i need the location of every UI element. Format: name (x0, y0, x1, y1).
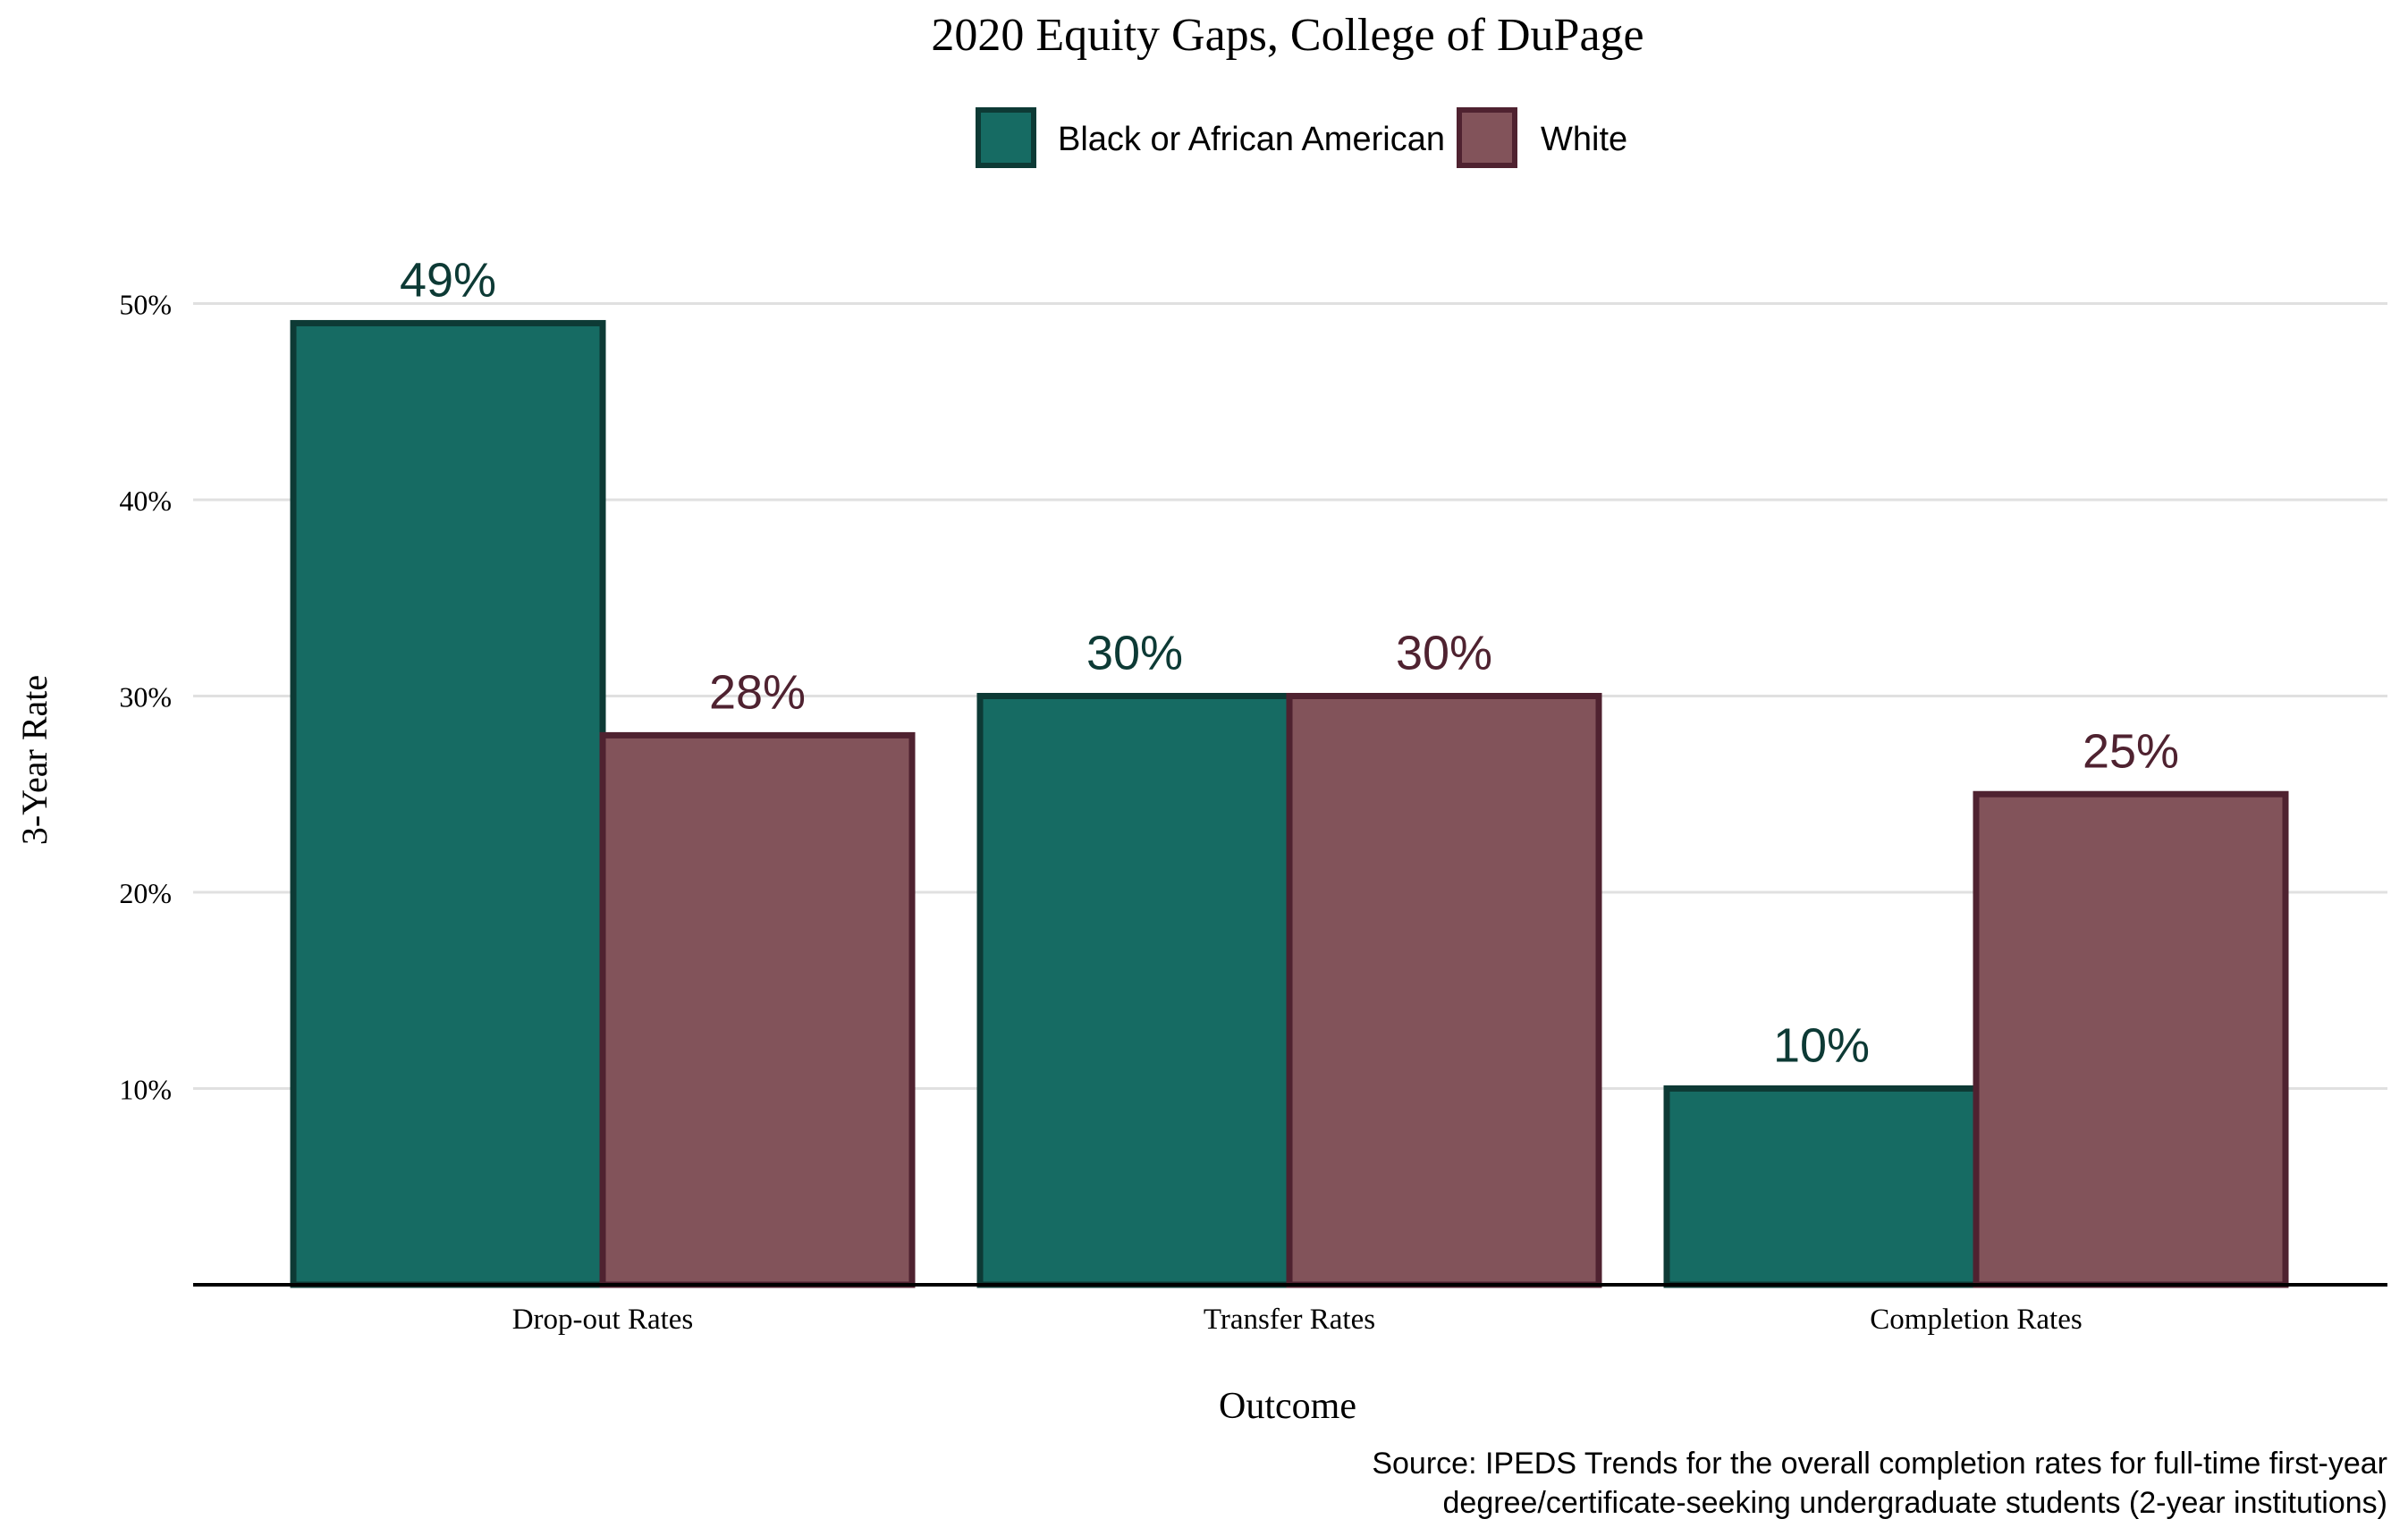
bar (290, 319, 606, 1288)
bar (976, 693, 1293, 1288)
y-tick-label: 30% (119, 681, 172, 713)
y-tick-label: 40% (119, 485, 172, 517)
y-axis-label: 3-Year Rate (14, 675, 55, 845)
bar (1663, 1085, 1980, 1288)
bar-value-label: 49% (400, 253, 496, 307)
legend-label-black: Black or African American (1058, 121, 1445, 158)
x-axis-label: Outcome (1219, 1386, 1356, 1427)
legend-label-white: White (1541, 121, 1627, 158)
bar-labels: 49% 28% 30% 30% 10% 25% (400, 253, 2179, 1072)
bar-value-label: 30% (1086, 627, 1183, 680)
bar (1286, 693, 1602, 1288)
bar (1973, 790, 2289, 1288)
bar-value-label: 25% (2083, 724, 2179, 778)
x-tick-label: Transfer Rates (1204, 1304, 1375, 1336)
legend-swatch-white (1457, 107, 1517, 168)
caption-line-1: Source: IPEDS Trends for the overall com… (1372, 1447, 2387, 1481)
bar-value-label: 30% (1396, 627, 1492, 680)
y-axis-ticks: 10% 20% 30% 40% 50% (119, 289, 172, 1106)
bars (290, 319, 2289, 1288)
y-tick-label: 50% (119, 289, 172, 321)
bar (599, 731, 916, 1288)
legend-swatch-black (976, 107, 1036, 168)
y-tick-label: 10% (119, 1074, 172, 1106)
x-axis-ticks: Drop-out Rates Transfer Rates Completion R… (512, 1304, 2083, 1336)
y-tick-label: 20% (119, 877, 172, 909)
bar-value-label: 28% (709, 665, 806, 719)
legend: Black or African American White (976, 107, 1627, 168)
caption-line-2: degree/certificate-seeking undergraduate… (1443, 1486, 2387, 1520)
x-tick-label: Completion Rates (1870, 1304, 2082, 1336)
x-tick-label: Drop-out Rates (512, 1304, 694, 1336)
bar-value-label: 10% (1773, 1019, 1870, 1073)
chart-title: 2020 Equity Gaps, College of DuPage (931, 10, 1643, 61)
